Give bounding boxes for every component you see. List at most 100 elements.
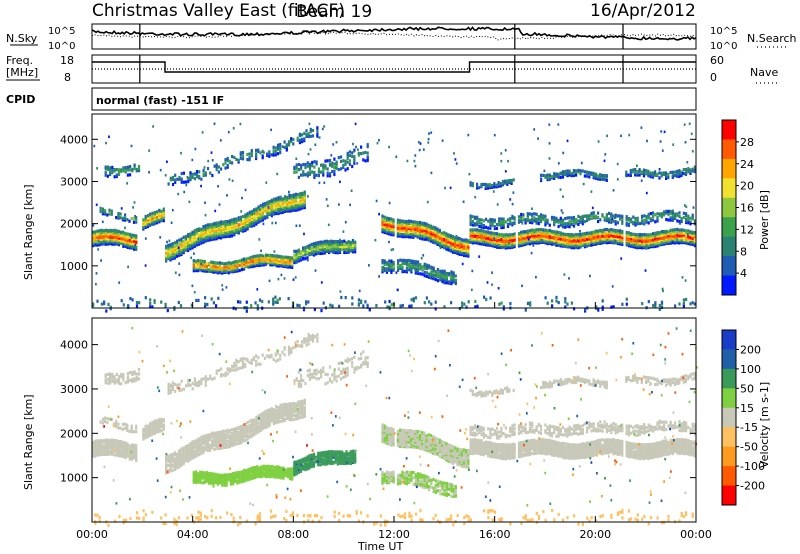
- power-cell: [310, 242, 313, 246]
- velocity-cell: [96, 443, 99, 447]
- power-cell: [583, 214, 586, 218]
- velocity-cell: [215, 443, 218, 447]
- power-cell: [405, 259, 408, 263]
- power-cell: [396, 232, 399, 237]
- power-cell: [239, 229, 243, 233]
- power-cell: [256, 304, 259, 308]
- power-cell: [189, 174, 192, 178]
- power-cell: [281, 202, 284, 206]
- power-cell: [113, 175, 116, 179]
- power-cell: [345, 241, 348, 245]
- power-cell: [663, 241, 666, 245]
- velocity-cell: [137, 377, 141, 381]
- velocity-cell: [106, 377, 109, 381]
- power-cell: [279, 146, 282, 150]
- power-cell: [614, 222, 617, 226]
- power-cell: [381, 261, 384, 265]
- power-cell: [454, 236, 457, 240]
- power-cell: [665, 211, 668, 215]
- velocity-cell: [206, 440, 209, 444]
- velocity-cell: [189, 442, 192, 446]
- power-cell: [452, 280, 455, 284]
- power-cell: [309, 134, 312, 138]
- power-cell: [104, 173, 107, 177]
- power-cell: [566, 235, 569, 240]
- velocity-cell: [255, 428, 258, 432]
- power-cell: [667, 218, 670, 222]
- power-cell: [548, 228, 551, 232]
- power-cell: [315, 162, 318, 166]
- power-cell: [117, 240, 121, 244]
- power-cell: [636, 170, 639, 174]
- power-cell: [654, 231, 657, 235]
- power-cell: [594, 237, 597, 242]
- power-cell: [495, 226, 499, 230]
- power-cell: [326, 171, 329, 175]
- power-cell: [568, 236, 571, 240]
- power-cell: [660, 174, 663, 178]
- velocity-cell: [124, 454, 127, 458]
- power-cell: [669, 230, 672, 234]
- power-cell: [599, 238, 602, 242]
- power-cell: [550, 174, 554, 179]
- power-cell: [278, 264, 281, 268]
- power-cell: [408, 304, 411, 308]
- power-cell: [315, 160, 318, 164]
- power-cell: [605, 230, 608, 234]
- power-cell: [520, 212, 523, 217]
- power-cell: [315, 173, 318, 177]
- cpid-mode: normal (fast) -151 IF: [96, 94, 224, 107]
- power-speckle: [375, 199, 378, 203]
- power-cell: [564, 300, 567, 304]
- power-speckle: [388, 201, 391, 205]
- power-cell: [317, 242, 320, 246]
- velocity-cell: [178, 465, 181, 469]
- power-cell: [385, 270, 389, 274]
- power-cell: [625, 223, 628, 227]
- power-cell: [396, 218, 399, 222]
- power-cell: [253, 208, 256, 212]
- power-cell: [621, 233, 624, 237]
- power-cell: [509, 238, 512, 242]
- power-cell: [656, 234, 659, 238]
- power-cell: [440, 231, 444, 235]
- velocity-cell: [117, 381, 121, 385]
- power-cell: [144, 216, 147, 221]
- power-cell: [281, 207, 284, 211]
- power-cell: [357, 151, 360, 155]
- power-cell: [647, 212, 650, 216]
- power-speckle: [427, 137, 430, 141]
- power-cell: [259, 151, 262, 155]
- velocity-cell: [176, 452, 179, 456]
- power-cell: [421, 227, 424, 231]
- power-cell: [111, 237, 114, 241]
- power-cell: [630, 241, 633, 245]
- power-cell: [96, 229, 99, 233]
- power-speckle: [294, 276, 297, 279]
- velocity-cell: [184, 454, 187, 458]
- power-cell: [473, 215, 477, 219]
- velocity-cell: [176, 460, 179, 465]
- nsearch-label: N.Search: [747, 32, 797, 45]
- power-cell: [489, 240, 492, 244]
- velocity-cell: [178, 454, 181, 458]
- velocity-cell: [248, 426, 251, 431]
- power-colorbar-tick-label: 12: [740, 223, 754, 236]
- power-colorbar-tick-label: 16: [740, 202, 754, 215]
- power-cell: [258, 260, 261, 264]
- power-cell: [616, 229, 619, 233]
- velocity-cell: [182, 454, 185, 459]
- power-cell: [502, 242, 505, 246]
- power-cell: [469, 219, 472, 224]
- power-cell: [160, 214, 163, 218]
- velocity-cell: [202, 436, 205, 440]
- power-cell: [438, 238, 441, 242]
- velocity-cell: [189, 449, 192, 453]
- power-cell: [206, 230, 209, 234]
- power-speckle: [686, 233, 689, 236]
- power-cell: [103, 300, 106, 304]
- power-cell: [401, 233, 404, 237]
- velocity-cell: [133, 445, 136, 449]
- power-cell: [392, 221, 395, 225]
- power-cell: [428, 266, 431, 270]
